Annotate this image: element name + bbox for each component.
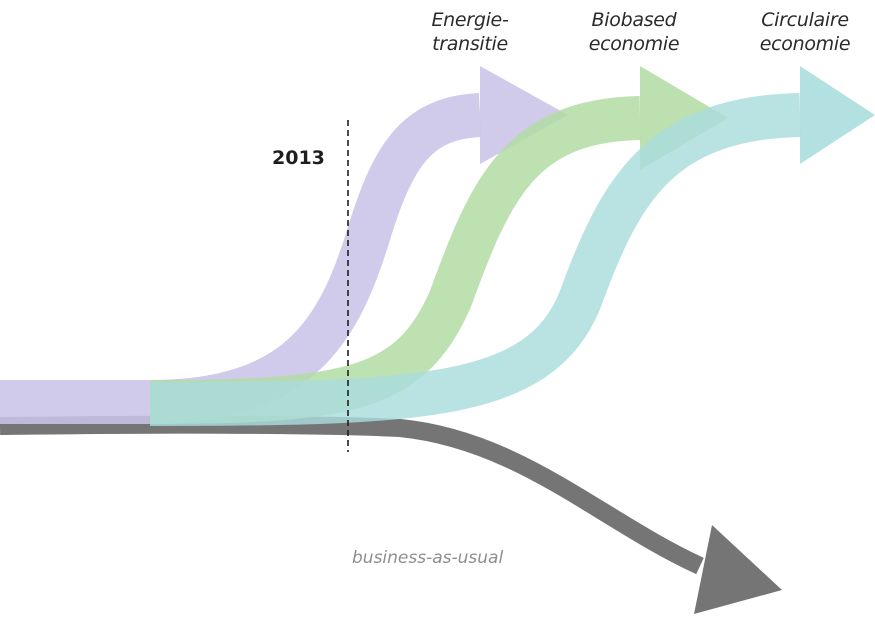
energietransitie-arrowhead (480, 66, 568, 164)
business-as-usual-label: business-as-usual (352, 548, 504, 568)
business-as-usual-band (0, 415, 704, 575)
energietransitie-label-line2: transitie (432, 33, 508, 55)
biobased-economie-label: Biobased economie (578, 8, 690, 56)
circulaire-economie-label-line1: Circulaire (761, 9, 849, 31)
energietransitie-label-line1: Energie- (431, 9, 509, 31)
year-marker-label: 2013 (272, 147, 325, 169)
biobased-economie-label-line1: Biobased (591, 9, 677, 31)
biobased-economie-label-line2: economie (588, 33, 680, 55)
energietransitie-label: Energie- transitie (420, 8, 520, 56)
circulaire-economie-arrowhead (800, 66, 875, 164)
business-as-usual-arrowhead (694, 525, 782, 614)
circulaire-economie-label: Circulaire economie (746, 8, 864, 56)
circulaire-economie-label-line2: economie (759, 33, 851, 55)
